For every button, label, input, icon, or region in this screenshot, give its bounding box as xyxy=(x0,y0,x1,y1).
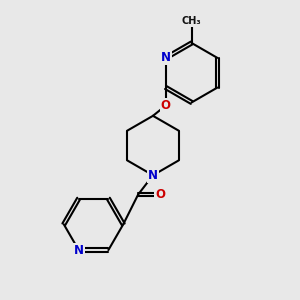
Text: N: N xyxy=(148,169,158,182)
Text: O: O xyxy=(161,99,171,112)
Text: N: N xyxy=(161,51,171,64)
Text: CH₃: CH₃ xyxy=(182,16,201,26)
Text: O: O xyxy=(155,188,165,201)
Text: N: N xyxy=(74,244,84,256)
